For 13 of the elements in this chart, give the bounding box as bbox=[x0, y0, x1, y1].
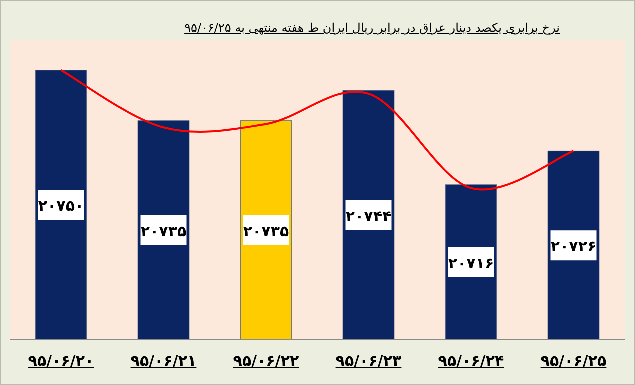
data-label: ۲۰۷۱۶ bbox=[448, 254, 494, 272]
data-label: ۲۰۷۲۶ bbox=[550, 238, 597, 256]
data-label: ۲۰۷۳۵ bbox=[140, 222, 187, 240]
data-label: ۲۰۷۵۰ bbox=[38, 197, 84, 216]
x-tick-label: ۹۵/۰۶/۲۵ bbox=[540, 352, 607, 370]
x-tick-label: ۹۵/۰۶/۲۳ bbox=[336, 352, 402, 370]
data-label: ۲۰۷۳۵ bbox=[243, 222, 290, 240]
x-tick-label: ۹۵/۰۶/۲۴ bbox=[438, 352, 504, 370]
chart-title: نرخ برابری یکصد دینار عراق در برابر ریال ایران ط هفته منتهی به ۹۵/۰۶/۲۵ bbox=[184, 21, 560, 35]
x-tick-label: ۹۵/۰۶/۲۱ bbox=[130, 352, 197, 370]
data-label: ۲۰۷۴۴ bbox=[346, 207, 392, 226]
x-tick-label: ۹۵/۰۶/۲۰ bbox=[28, 352, 94, 370]
x-tick-label: ۹۵/۰۶/۲۲ bbox=[233, 352, 300, 370]
